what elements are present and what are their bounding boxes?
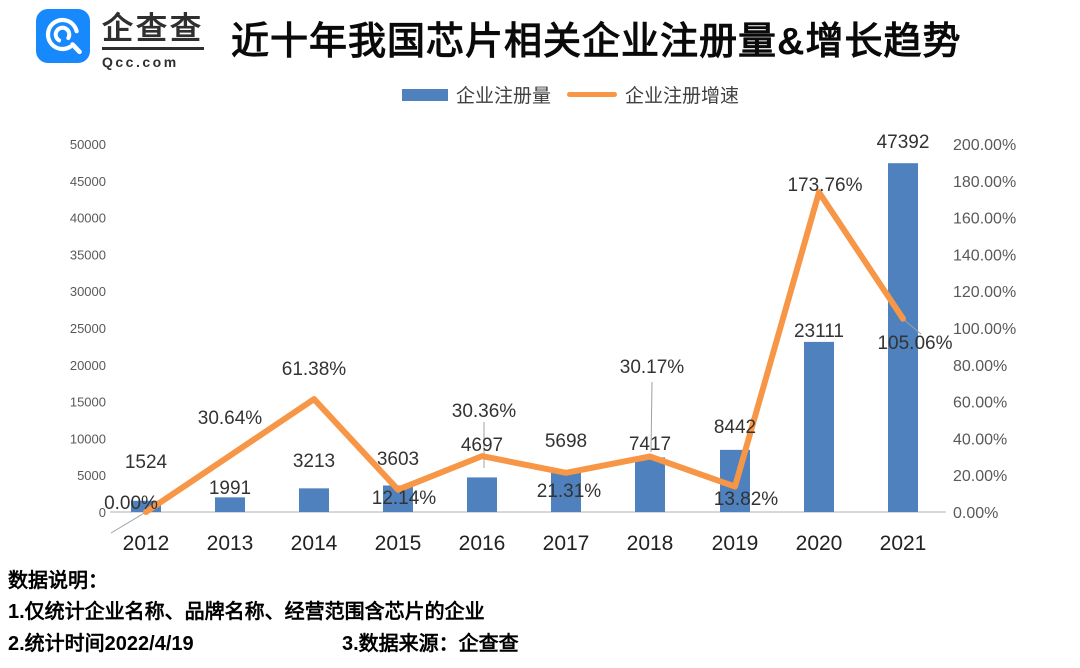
chart-legend: 企业注册量 企业注册增速 — [402, 81, 755, 108]
left-axis-tick-8: 40000 — [70, 211, 106, 226]
bar-value-label-2016: 4697 — [461, 435, 503, 456]
footer-note-1: 1.仅统计企业名称、品牌名称、经营范围含芯片的企业 — [8, 601, 485, 623]
x-tick-2014: 2014 — [291, 532, 338, 555]
label-leader-line-2 — [650, 381, 653, 453]
bar-2016 — [467, 477, 497, 512]
bar-2021 — [888, 163, 918, 512]
growth-point-label-2019: 13.82% — [714, 489, 779, 510]
growth-point-label-2013: 30.64% — [198, 408, 263, 429]
x-tick-2016: 2016 — [459, 532, 506, 555]
left-axis-tick-3: 15000 — [70, 395, 106, 410]
footer-note-3: 3.数据来源：企查查 — [342, 633, 519, 655]
left-axis-tick-4: 20000 — [70, 358, 106, 373]
qcc-wordmark: 企查查 Qcc.com — [102, 12, 204, 70]
bar-value-label-2021: 47392 — [877, 132, 930, 153]
legend-line-label: 企业注册增速 — [625, 86, 740, 107]
bar-value-label-2012: 1524 — [125, 452, 168, 473]
bar-value-label-2020: 23111 — [794, 321, 844, 342]
growth-point-label-2020: 173.76% — [787, 175, 862, 196]
x-tick-2017: 2017 — [543, 532, 590, 555]
right-axis-tick-1: 20.00% — [953, 468, 1007, 485]
bar-value-label-2017: 5698 — [545, 431, 587, 452]
page-title: 近十年我国芯片相关企业注册量&增长趋势 — [231, 21, 962, 63]
footer-note-row: 2.统计时间2022/4/19 3.数据来源：企查查 — [8, 628, 1008, 660]
right-axis-tick-9: 180.00% — [953, 174, 1016, 191]
left-axis-tick-5: 25000 — [70, 321, 106, 336]
right-axis-tick-3: 60.00% — [953, 395, 1007, 412]
label-leader-line-0 — [110, 511, 147, 534]
right-axis-tick-6: 120.00% — [953, 284, 1016, 301]
x-tick-2013: 2013 — [207, 532, 254, 555]
bar-value-label-2018: 7417 — [629, 434, 671, 455]
bar-2014 — [299, 488, 329, 512]
growth-point-label-2018: 30.17% — [620, 357, 685, 378]
bar-2018 — [635, 457, 665, 512]
growth-line — [143, 189, 906, 515]
legend-bar-swatch — [402, 88, 448, 101]
growth-point-label-2017: 21.31% — [537, 481, 602, 502]
bar-value-label-2013: 1991 — [209, 478, 251, 499]
footer-notes: 数据说明： 1.仅统计企业名称、品牌名称、经营范围含芯片的企业 2.统计时间20… — [8, 566, 1008, 660]
right-axis-tick-10: 200.00% — [953, 137, 1016, 154]
x-tick-2020: 2020 — [796, 532, 843, 555]
growth-point-label-2012: 0.00% — [104, 493, 158, 514]
growth-point-label-2014: 61.38% — [282, 359, 347, 380]
left-axis-tick-9: 45000 — [70, 174, 106, 189]
qcc-logo-svg — [36, 9, 90, 63]
footer-heading: 数据说明： — [8, 570, 108, 592]
brand-text-cn: 企查查 — [102, 12, 204, 50]
right-axis-tick-5: 100.00% — [953, 321, 1016, 338]
growth-point-label-2016: 30.36% — [452, 401, 517, 422]
footer-note-2: 2.统计时间2022/4/19 — [8, 633, 194, 655]
x-tick-2021: 2021 — [880, 532, 927, 555]
legend-line-swatch — [567, 92, 618, 97]
bar-2012 — [131, 500, 161, 512]
left-axis-tick-2: 10000 — [70, 431, 106, 446]
right-axis-tick-4: 80.00% — [953, 358, 1007, 375]
x-tick-2012: 2012 — [123, 532, 170, 555]
bar-value-label-2019: 8442 — [714, 417, 756, 438]
x-tick-2015: 2015 — [375, 532, 422, 555]
left-axis-tick-1: 5000 — [77, 468, 106, 483]
right-axis-tick-7: 140.00% — [953, 247, 1016, 264]
bar-2020 — [804, 341, 834, 512]
qcc-logo-icon — [36, 9, 90, 63]
label-leader-line-3 — [902, 318, 922, 335]
left-axis-tick-10: 50000 — [70, 137, 106, 152]
left-axis-tick-0: 0 — [99, 505, 106, 520]
bar-2013 — [215, 497, 245, 512]
legend-bar-label: 企业注册量 — [456, 86, 552, 107]
x-tick-2018: 2018 — [627, 532, 674, 555]
right-axis-tick-0: 0.00% — [953, 505, 998, 522]
right-axis-tick-8: 160.00% — [953, 211, 1016, 228]
bar-value-label-2015: 3603 — [377, 449, 419, 470]
left-axis-tick-7: 35000 — [70, 247, 106, 262]
bar-2017 — [551, 470, 581, 512]
x-tick-2019: 2019 — [712, 532, 759, 555]
bar-value-label-2014: 3213 — [293, 451, 335, 472]
growth-point-label-2021: 105.06% — [877, 333, 952, 354]
right-axis-tick-2: 40.00% — [953, 431, 1007, 448]
growth-point-label-2015: 12.14% — [372, 488, 437, 509]
brand-text-en: Qcc.com — [102, 53, 179, 70]
left-axis-tick-6: 30000 — [70, 284, 106, 299]
